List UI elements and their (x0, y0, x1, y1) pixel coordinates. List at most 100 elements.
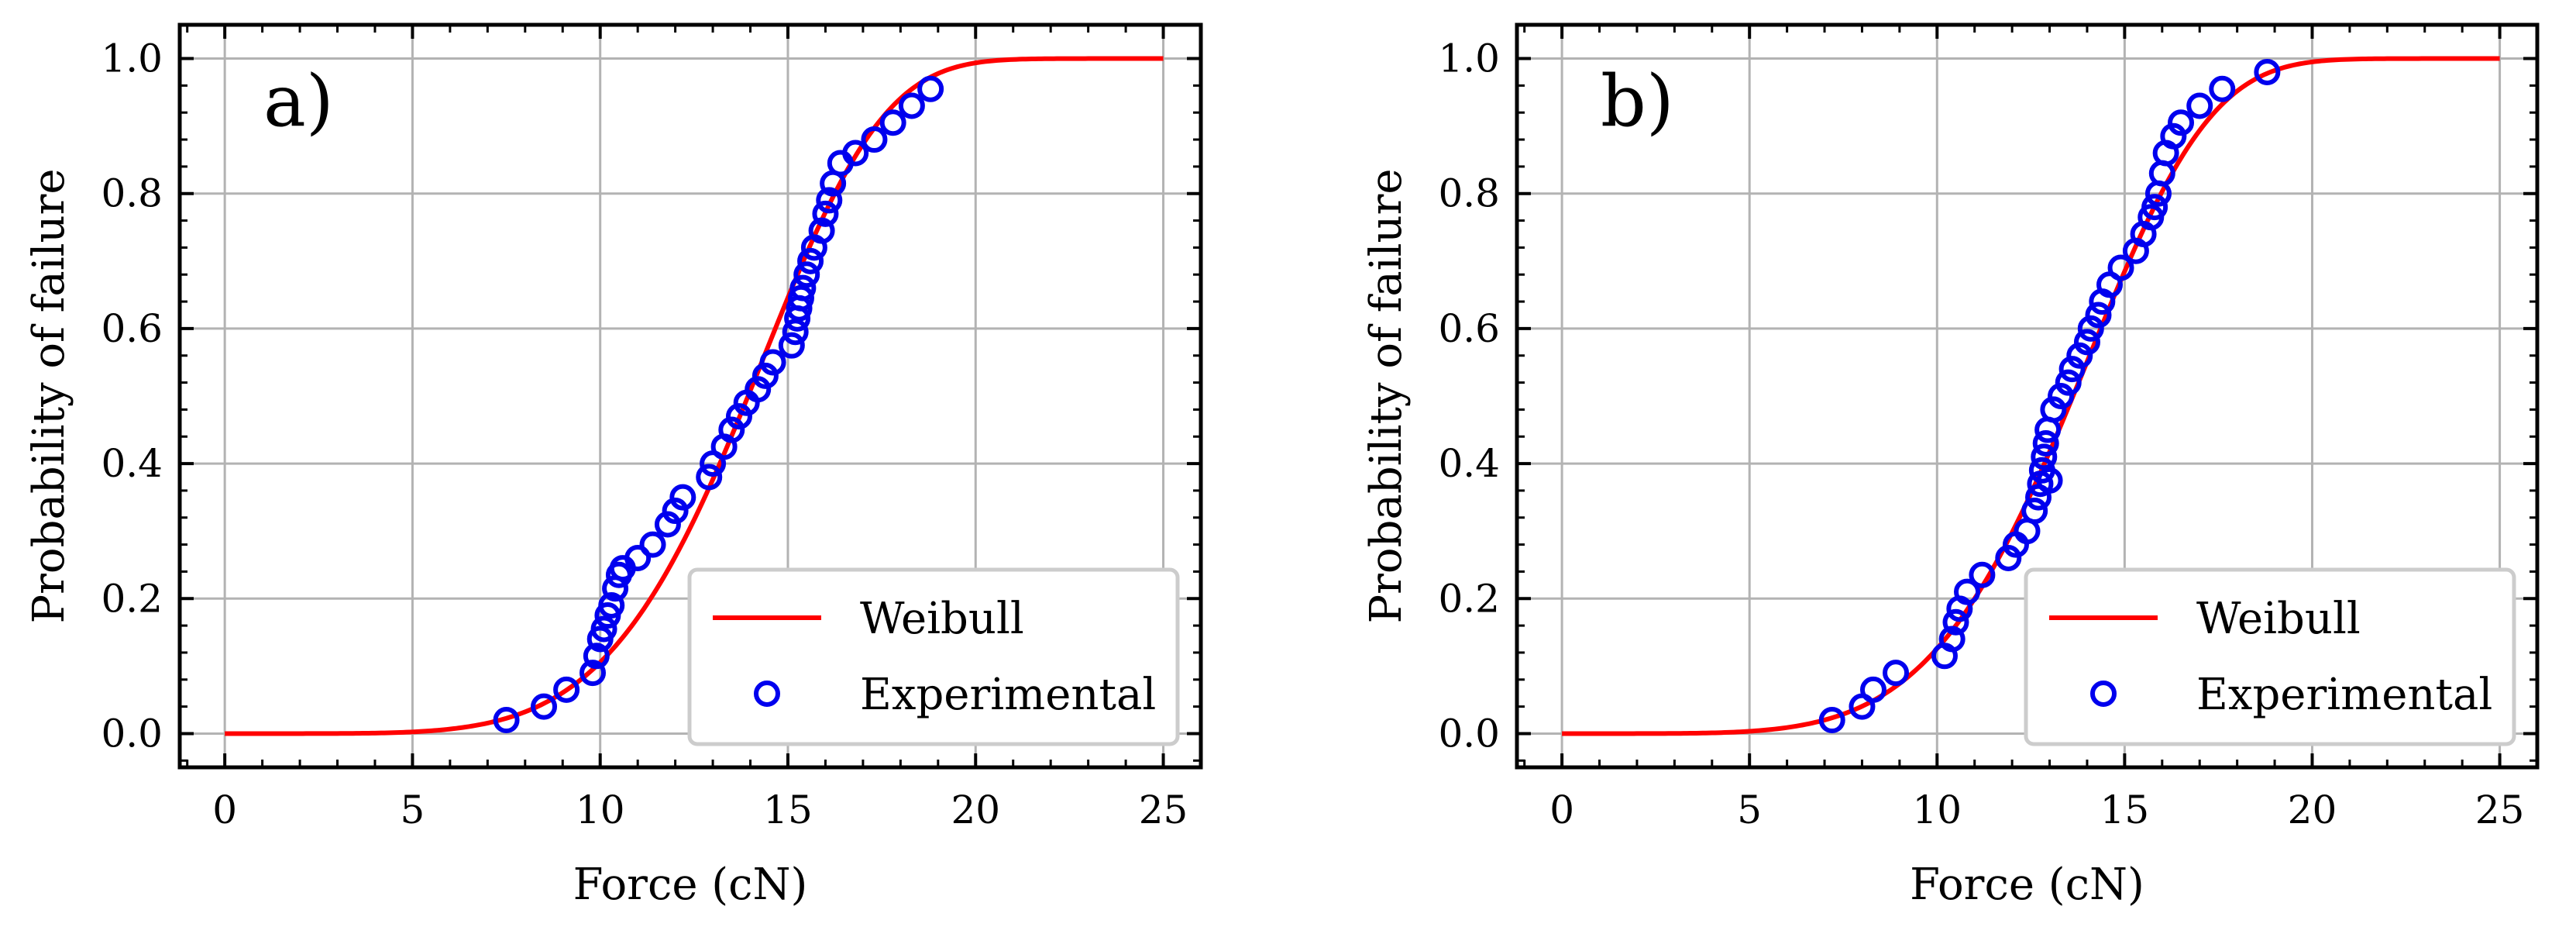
y-axis-label: Probability of failure (24, 168, 74, 623)
y-tick-label: 0.4 (101, 441, 163, 486)
legend-weibull-label: Weibull (860, 594, 1024, 644)
x-tick-label: 15 (2100, 787, 2150, 832)
experimental-point (531, 693, 558, 720)
experimental-point (2021, 498, 2048, 525)
y-tick-label: 0.2 (101, 576, 163, 621)
legend-experimental-swatch (2090, 681, 2117, 707)
weibull-fit-line (225, 56, 1164, 736)
experimental-point (2073, 329, 2100, 356)
experimental-point (696, 464, 723, 491)
y-tick-label: 0.4 (1438, 441, 1500, 486)
chart-panel-b: 0 5 10 15 20 25 0.0 0.2 0.4 0.6 0.8 1.0 b) Force (cN)… (1361, 22, 2540, 910)
experimental-point (1859, 676, 1886, 703)
y-tick-label: 0.8 (1438, 171, 1500, 216)
experimental-point (2048, 383, 2075, 409)
experimental-point (2168, 109, 2195, 136)
legend-experimental-label: Experimental (860, 670, 1156, 720)
experimental-point (725, 403, 752, 430)
experimental-point (2209, 75, 2236, 102)
experimental-point (861, 126, 888, 153)
panel-label: b) (1601, 60, 1674, 143)
experimental-point (793, 261, 820, 288)
experimental-point (1954, 578, 1981, 605)
x-tick-label: 20 (2288, 787, 2337, 832)
experimental-point (1995, 545, 2022, 572)
experimental-point (580, 660, 607, 687)
x-tick-label: 20 (951, 787, 1000, 832)
y-tick-label: 0.0 (101, 711, 163, 756)
legend-experimental-label: Experimental (2196, 670, 2492, 720)
experimental-point (842, 140, 869, 167)
experimental-point (879, 109, 906, 136)
experimental-point (1942, 608, 1969, 636)
panel-label: a) (263, 60, 334, 143)
y-tick-label: 1.0 (1438, 36, 1500, 81)
x-tick-label: 25 (1139, 787, 1188, 832)
experimental-point (2055, 369, 2082, 396)
experimental-point (816, 187, 843, 214)
y-tick-label: 0.8 (101, 171, 163, 216)
experimental-point (808, 217, 835, 244)
experimental-point (2186, 92, 2213, 119)
experimental-point (778, 332, 805, 359)
legend-box (2024, 567, 2516, 746)
legend-box (687, 567, 1180, 746)
y-tick-label: 0.6 (1438, 306, 1500, 351)
experimental-point (598, 591, 625, 619)
experimental-point (2160, 122, 2187, 150)
legend: Weibull Experimental (687, 567, 1180, 746)
experimental-point (2141, 194, 2168, 221)
x-tick-label: 0 (1549, 787, 1574, 832)
experimental-point (2107, 254, 2134, 281)
experimental-point (745, 376, 772, 403)
experimental-point (2031, 443, 2058, 470)
x-tick-label: 5 (1737, 787, 1762, 832)
plot-frame (177, 22, 1203, 770)
experimental-point (2077, 315, 2104, 342)
experimental-point (1818, 707, 1845, 734)
y-tick-label: 0.6 (101, 306, 163, 351)
x-tick-label: 10 (1912, 787, 1962, 832)
experimental-point (718, 416, 745, 443)
plot-frame (1515, 22, 2540, 770)
experimental-point (654, 511, 681, 538)
experimental-point (917, 75, 944, 102)
experimental-point (2036, 467, 2063, 494)
y-tick-label: 1.0 (101, 36, 163, 81)
experimental-point (493, 707, 520, 734)
x-tick-label: 5 (401, 787, 425, 832)
chart-panel-a: 0 5 10 15 20 25 0.0 0.2 0.4 0.6 0.8 1.0 a) Force (cN)… (24, 22, 1203, 910)
experimental-point (662, 498, 689, 525)
legend-weibull-label: Weibull (2196, 594, 2361, 644)
experimental-point (797, 247, 824, 274)
experimental-point (553, 676, 580, 703)
experimental-point (787, 284, 814, 312)
experimental-point (2032, 429, 2059, 457)
experimental-point (2254, 58, 2281, 85)
experimental-point (624, 545, 652, 572)
experimental-point (2066, 342, 2093, 369)
legend-experimental-swatch (754, 681, 780, 707)
experimental-point (751, 362, 779, 389)
y-axis-label: Probability of failure (1361, 168, 1412, 623)
experimental-point (789, 274, 817, 302)
experimental-point (782, 319, 809, 346)
y-tick-label: 0.2 (1438, 576, 1500, 621)
experimental-point (1969, 561, 1996, 588)
x-tick-label: 0 (212, 787, 237, 832)
experimental-point (639, 531, 666, 558)
experimental-point (759, 349, 786, 376)
experimental-point (2040, 396, 2067, 423)
x-tick-label: 10 (576, 787, 625, 832)
weibull-fit-line (1562, 56, 2500, 736)
experimental-point (669, 484, 696, 511)
experimental-point (2058, 356, 2086, 383)
experimental-point (1938, 625, 1966, 653)
experimental-point (2085, 302, 2112, 329)
x-tick-label: 15 (763, 787, 813, 832)
experimental-point (1883, 660, 1910, 687)
x-axis-label: Force (cN) (573, 860, 808, 910)
x-axis-label: Force (cN) (1910, 860, 2144, 910)
x-tick-label: 25 (2475, 787, 2525, 832)
